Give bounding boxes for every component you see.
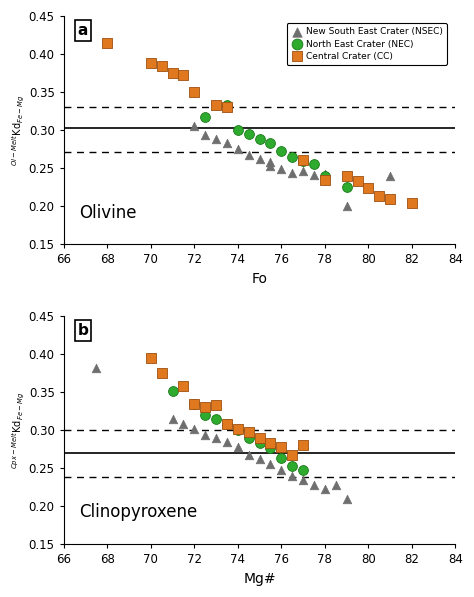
North East Crater (NEC) — [245, 433, 253, 442]
New South East Crater (NSEC) — [343, 202, 350, 211]
North East Crater (NEC) — [212, 415, 220, 424]
New South East Crater (NSEC) — [201, 130, 209, 140]
New South East Crater (NSEC) — [310, 480, 318, 490]
New South East Crater (NSEC) — [256, 454, 264, 464]
New South East Crater (NSEC) — [223, 139, 231, 148]
Central Crater (CC) — [354, 177, 361, 186]
Central Crater (CC) — [180, 70, 187, 80]
New South East Crater (NSEC) — [278, 164, 285, 174]
North East Crater (NEC) — [223, 100, 231, 110]
New South East Crater (NSEC) — [180, 419, 187, 429]
Central Crater (CC) — [343, 171, 350, 181]
X-axis label: Fo: Fo — [252, 272, 268, 286]
North East Crater (NEC) — [299, 466, 307, 475]
North East Crater (NEC) — [278, 146, 285, 156]
North East Crater (NEC) — [299, 156, 307, 165]
New South East Crater (NSEC) — [299, 167, 307, 176]
New South East Crater (NSEC) — [234, 442, 242, 452]
New South East Crater (NSEC) — [289, 471, 296, 481]
North East Crater (NEC) — [201, 112, 209, 121]
North East Crater (NEC) — [223, 419, 231, 429]
Central Crater (CC) — [386, 194, 394, 204]
North East Crater (NEC) — [310, 159, 318, 168]
North East Crater (NEC) — [267, 139, 274, 148]
North East Crater (NEC) — [321, 171, 328, 181]
Central Crater (CC) — [299, 441, 307, 450]
New South East Crater (NSEC) — [245, 450, 253, 459]
North East Crater (NEC) — [289, 461, 296, 470]
New South East Crater (NSEC) — [191, 424, 198, 433]
Central Crater (CC) — [147, 353, 155, 362]
North East Crater (NEC) — [234, 125, 242, 135]
Central Crater (CC) — [147, 59, 155, 68]
Text: Olivine: Olivine — [80, 204, 137, 221]
North East Crater (NEC) — [343, 183, 350, 192]
Central Crater (CC) — [103, 38, 111, 48]
New South East Crater (NSEC) — [321, 169, 328, 179]
New South East Crater (NSEC) — [267, 158, 274, 167]
Y-axis label: $^{Cpx-Melt}$Kd$_{Fe-Mg}$: $^{Cpx-Melt}$Kd$_{Fe-Mg}$ — [11, 391, 27, 469]
New South East Crater (NSEC) — [267, 161, 274, 171]
New South East Crater (NSEC) — [332, 480, 339, 490]
New South East Crater (NSEC) — [191, 122, 198, 131]
Central Crater (CC) — [191, 399, 198, 408]
New South East Crater (NSEC) — [245, 150, 253, 159]
Legend: New South East Crater (NSEC), North East Crater (NEC), Central Crater (CC): New South East Crater (NSEC), North East… — [287, 23, 447, 65]
New South East Crater (NSEC) — [278, 465, 285, 475]
North East Crater (NEC) — [169, 386, 176, 395]
North East Crater (NEC) — [289, 152, 296, 162]
Central Crater (CC) — [223, 103, 231, 112]
Central Crater (CC) — [223, 419, 231, 429]
North East Crater (NEC) — [278, 454, 285, 463]
New South East Crater (NSEC) — [343, 494, 350, 503]
Central Crater (CC) — [158, 368, 165, 378]
New South East Crater (NSEC) — [92, 363, 100, 373]
Text: Clinopyroxene: Clinopyroxene — [80, 503, 198, 521]
X-axis label: Mg#: Mg# — [243, 572, 276, 586]
New South East Crater (NSEC) — [321, 484, 328, 494]
New South East Crater (NSEC) — [201, 430, 209, 439]
Y-axis label: $^{Ol-Melt}$Kd$_{Fe-Mg}$: $^{Ol-Melt}$Kd$_{Fe-Mg}$ — [11, 94, 27, 166]
New South East Crater (NSEC) — [310, 170, 318, 180]
New South East Crater (NSEC) — [212, 433, 220, 442]
New South East Crater (NSEC) — [267, 459, 274, 469]
Central Crater (CC) — [375, 192, 383, 201]
North East Crater (NEC) — [245, 130, 253, 139]
North East Crater (NEC) — [191, 399, 198, 408]
Central Crater (CC) — [201, 402, 209, 412]
Central Crater (CC) — [365, 183, 372, 193]
Central Crater (CC) — [191, 87, 198, 97]
New South East Crater (NSEC) — [212, 134, 220, 143]
North East Crater (NEC) — [267, 444, 274, 453]
North East Crater (NEC) — [234, 426, 242, 435]
Central Crater (CC) — [158, 61, 165, 70]
Central Crater (CC) — [267, 438, 274, 448]
Central Crater (CC) — [212, 100, 220, 110]
Central Crater (CC) — [278, 442, 285, 452]
Central Crater (CC) — [212, 400, 220, 410]
New South East Crater (NSEC) — [234, 144, 242, 154]
Central Crater (CC) — [299, 155, 307, 165]
Central Crater (CC) — [408, 198, 416, 207]
Text: b: b — [77, 323, 88, 338]
New South East Crater (NSEC) — [223, 437, 231, 447]
New South East Crater (NSEC) — [256, 155, 264, 164]
Text: a: a — [77, 23, 88, 38]
Central Crater (CC) — [289, 450, 296, 459]
North East Crater (NEC) — [201, 410, 209, 420]
Central Crater (CC) — [245, 427, 253, 437]
North East Crater (NEC) — [256, 438, 264, 448]
New South East Crater (NSEC) — [386, 171, 394, 181]
Central Crater (CC) — [169, 69, 176, 78]
Central Crater (CC) — [256, 433, 264, 442]
North East Crater (NEC) — [256, 134, 264, 144]
New South East Crater (NSEC) — [169, 414, 176, 423]
Central Crater (CC) — [234, 424, 242, 433]
New South East Crater (NSEC) — [289, 168, 296, 178]
Central Crater (CC) — [321, 175, 328, 184]
New South East Crater (NSEC) — [299, 476, 307, 485]
Central Crater (CC) — [180, 381, 187, 391]
